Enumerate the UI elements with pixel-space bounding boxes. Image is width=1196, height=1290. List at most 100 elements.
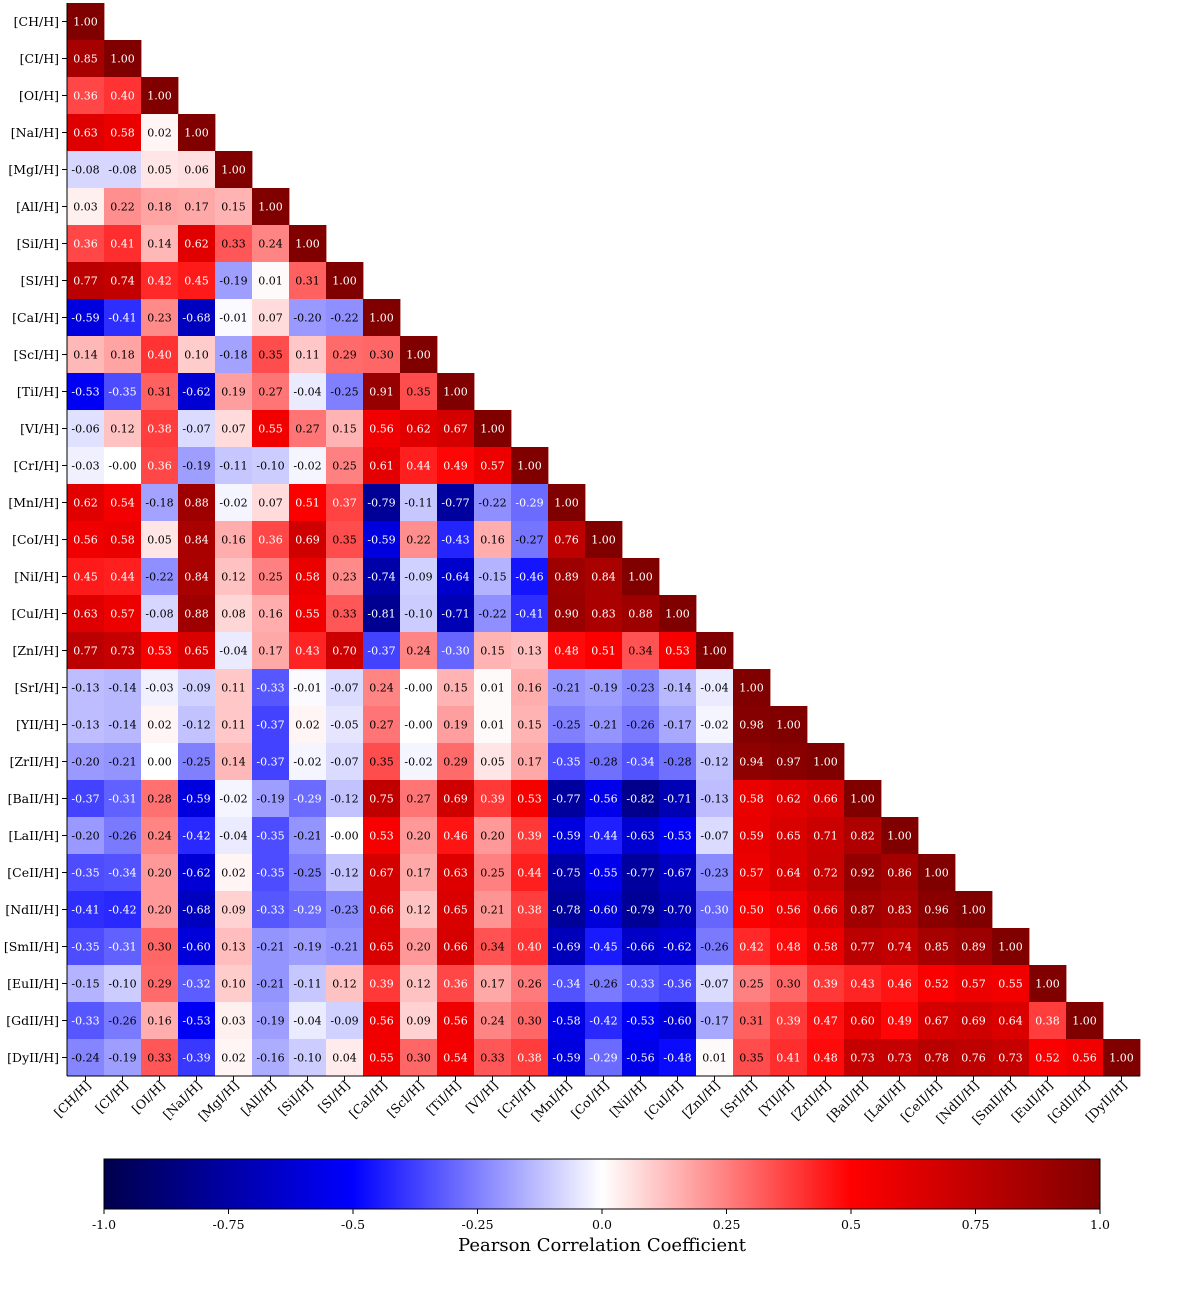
cell-value-label: 0.42 [739, 941, 764, 954]
y-tick-label: [CH/H] [14, 14, 59, 29]
heatmap-cell [104, 891, 142, 929]
cell-value-label: 1.00 [628, 571, 653, 584]
heatmap-cell [363, 447, 401, 485]
heatmap-cell [955, 928, 993, 966]
heatmap-cell [992, 928, 1030, 966]
cell-value-label: -0.14 [108, 719, 136, 732]
y-tick-label: [CuI/H] [12, 606, 59, 621]
heatmap-cell [474, 1039, 512, 1077]
cell-value-label: 0.01 [480, 682, 505, 695]
cell-value-label: 0.34 [480, 941, 505, 954]
heatmap-cell [992, 1039, 1030, 1077]
cell-value-label: -0.21 [293, 830, 321, 843]
heatmap-cell [511, 743, 549, 781]
cell-value-label: -0.56 [626, 1052, 654, 1065]
heatmap-cell [67, 669, 105, 707]
heatmap-cell [659, 780, 697, 818]
cell-value-label: -0.26 [108, 1015, 136, 1028]
heatmap-cell [104, 632, 142, 670]
cell-value-label: 0.10 [221, 978, 246, 991]
cell-value-label: -0.03 [145, 682, 173, 695]
heatmap-cell [104, 706, 142, 744]
heatmap-cell [215, 669, 253, 707]
cell-value-label: -0.25 [330, 386, 358, 399]
cell-value-label: 0.51 [295, 497, 320, 510]
heatmap-cell [363, 928, 401, 966]
heatmap-cell [622, 891, 660, 929]
heatmap-cell [733, 780, 771, 818]
heatmap-cell [548, 817, 586, 855]
cell-value-label: 0.65 [369, 941, 394, 954]
cell-value-label: -0.26 [626, 719, 654, 732]
cell-value-label: 0.77 [73, 275, 98, 288]
heatmap-cell [659, 854, 697, 892]
heatmap-cell-labels: 1.00 0.85 1.00 0.36 0.40 1.00 0.63 0.58 0.02 1.00… [71, 16, 1133, 1065]
cell-value-label: -0.28 [663, 756, 691, 769]
cell-value-label: -0.33 [71, 1015, 99, 1028]
heatmap-cell [437, 891, 475, 929]
cell-value-label: 0.97 [776, 756, 801, 769]
y-tick-label: [ZrII/H] [10, 754, 59, 769]
cell-value-label: 0.05 [480, 756, 505, 769]
y-tick-label: [BaII/H] [8, 791, 59, 806]
heatmap-cell [326, 1039, 364, 1077]
cell-value-label: 0.37 [332, 497, 357, 510]
y-tick-label: [SiI/H] [17, 236, 59, 251]
cell-value-label: 0.91 [369, 386, 394, 399]
cell-value-label: -0.25 [182, 756, 210, 769]
heatmap-cell [215, 151, 253, 189]
cell-value-label: -0.02 [293, 756, 321, 769]
cell-value-label: 1.00 [221, 164, 246, 177]
cell-value-label: 0.61 [369, 460, 394, 473]
cell-value-label: -0.82 [626, 793, 654, 806]
heatmap-cell [104, 595, 142, 633]
heatmap-cell [511, 558, 549, 596]
cell-value-label: -0.33 [256, 904, 284, 917]
cell-value-label: 0.36 [73, 90, 98, 103]
cell-value-label: -0.00 [404, 719, 432, 732]
y-tick-label: [CrI/H] [14, 458, 59, 473]
heatmap-cell [659, 928, 697, 966]
heatmap-cell [807, 780, 845, 818]
cell-value-label: 0.11 [221, 682, 246, 695]
heatmap-cell [178, 114, 216, 152]
heatmap-cell [474, 743, 512, 781]
cell-value-label: 0.43 [295, 645, 320, 658]
heatmap-cell [918, 891, 956, 929]
cell-value-label: 0.35 [258, 349, 283, 362]
heatmap-cell [141, 1039, 179, 1077]
cell-value-label: 0.56 [73, 534, 98, 547]
cell-value-label: 0.20 [480, 830, 505, 843]
cell-value-label: 1.00 [406, 349, 431, 362]
heatmap-cell [289, 595, 327, 633]
cell-value-label: 0.55 [258, 423, 283, 436]
cell-value-label: 0.29 [443, 756, 468, 769]
heatmap-cell [252, 928, 290, 966]
heatmap-cell [474, 928, 512, 966]
cell-value-label: 0.20 [147, 904, 172, 917]
cell-value-label: -0.60 [589, 904, 617, 917]
heatmap-cell [104, 669, 142, 707]
heatmap-cell [511, 1039, 549, 1077]
cell-value-label: -0.42 [108, 904, 136, 917]
cell-value-label: 0.01 [480, 719, 505, 732]
cell-value-label: -0.42 [182, 830, 210, 843]
cell-value-label: 0.69 [961, 1015, 986, 1028]
heatmap-cell [807, 1002, 845, 1040]
cell-value-label: 0.56 [776, 904, 801, 917]
heatmap-cell [178, 743, 216, 781]
heatmap-cell [363, 558, 401, 596]
heatmap-cells [67, 3, 1141, 1077]
colorbar-tick-label: -0.5 [341, 1217, 365, 1232]
cell-value-label: 1.00 [776, 719, 801, 732]
cell-value-label: 0.98 [739, 719, 764, 732]
cell-value-label: -0.23 [700, 867, 728, 880]
heatmap-cell [585, 817, 623, 855]
heatmap-cell [67, 336, 105, 374]
heatmap-cell [585, 780, 623, 818]
heatmap-cell [215, 299, 253, 337]
heatmap-cell [141, 891, 179, 929]
cell-value-label: 0.43 [850, 978, 875, 991]
colorbar-ticks: -1.0 -0.75 -0.5 -0.25 0.0 0.25 0.5 0.75 1.0 [92, 1209, 1110, 1232]
cell-value-label: 0.44 [406, 460, 431, 473]
